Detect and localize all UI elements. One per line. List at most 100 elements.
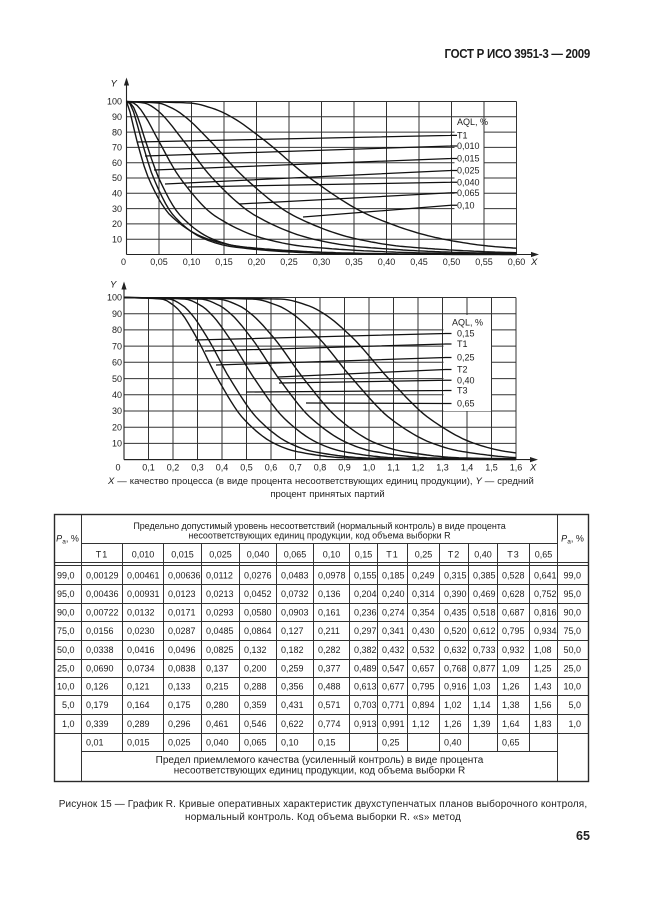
svg-text:0,677: 0,677	[382, 682, 405, 692]
svg-text:0,632: 0,632	[444, 645, 467, 655]
svg-text:0,010: 0,010	[457, 141, 480, 151]
svg-text:0,185: 0,185	[382, 571, 405, 581]
svg-text:90: 90	[112, 309, 122, 319]
svg-text:0,377: 0,377	[318, 664, 341, 674]
svg-text:0,657: 0,657	[412, 664, 435, 674]
svg-text:20: 20	[112, 219, 122, 229]
svg-text:0,200: 0,200	[244, 664, 267, 674]
svg-text:0,204: 0,204	[354, 589, 377, 599]
svg-text:0,0171: 0,0171	[168, 608, 196, 618]
svg-text:0,612: 0,612	[473, 626, 496, 636]
svg-text:0,15: 0,15	[457, 329, 475, 339]
svg-text:60: 60	[112, 358, 122, 368]
svg-text:0,00722: 0,00722	[86, 608, 119, 618]
svg-text:0,065: 0,065	[244, 738, 267, 748]
svg-text:0,390: 0,390	[444, 589, 467, 599]
svg-text:0,774: 0,774	[318, 719, 341, 729]
svg-text:0,0276: 0,0276	[244, 571, 272, 581]
svg-text:0,0838: 0,0838	[168, 664, 196, 674]
svg-text:1,6: 1,6	[510, 463, 523, 473]
svg-text:0,65: 0,65	[457, 399, 475, 409]
svg-text:0,259: 0,259	[281, 664, 304, 674]
svg-text:1,4: 1,4	[461, 463, 474, 473]
svg-text:1,39: 1,39	[473, 719, 491, 729]
svg-text:10: 10	[112, 439, 122, 449]
svg-text:0,50: 0,50	[443, 257, 461, 267]
svg-text:Pa, %: Pa, %	[56, 534, 79, 546]
svg-text:0,296: 0,296	[168, 719, 191, 729]
svg-text:0,2: 0,2	[167, 463, 180, 473]
svg-text:1,64: 1,64	[502, 719, 520, 729]
svg-text:60: 60	[112, 158, 122, 168]
svg-text:0,40: 0,40	[457, 376, 475, 386]
svg-text:0,025: 0,025	[457, 166, 480, 176]
svg-text:1,0: 1,0	[62, 719, 75, 729]
svg-text:0,10: 0,10	[323, 550, 341, 560]
svg-text:0,752: 0,752	[534, 589, 557, 599]
svg-text:0,0213: 0,0213	[206, 589, 234, 599]
svg-text:0,6: 0,6	[265, 463, 278, 473]
svg-text:30: 30	[112, 204, 122, 214]
svg-text:100: 100	[107, 293, 122, 303]
svg-text:0,0230: 0,0230	[127, 626, 155, 636]
svg-text:0,341: 0,341	[382, 626, 405, 636]
svg-text:0,932: 0,932	[502, 645, 525, 655]
svg-text:10,0: 10,0	[57, 682, 75, 692]
svg-text:Т3: Т3	[507, 550, 520, 560]
svg-text:0,240: 0,240	[382, 589, 405, 599]
svg-text:0,795: 0,795	[502, 626, 525, 636]
svg-text:0,0483: 0,0483	[281, 571, 309, 581]
svg-text:80: 80	[112, 325, 122, 335]
svg-text:T3: T3	[457, 386, 468, 396]
svg-text:0,3: 0,3	[191, 463, 204, 473]
svg-text:0,528: 0,528	[502, 571, 525, 581]
svg-text:0,249: 0,249	[412, 571, 435, 581]
svg-text:1,25: 1,25	[534, 664, 552, 674]
svg-text:0,127: 0,127	[281, 626, 304, 636]
svg-text:0,35: 0,35	[345, 257, 363, 267]
svg-text:0,628: 0,628	[502, 589, 525, 599]
svg-text:0,488: 0,488	[318, 682, 341, 692]
svg-text:25,0: 25,0	[563, 664, 581, 674]
svg-text:0,137: 0,137	[206, 664, 229, 674]
svg-text:0,435: 0,435	[444, 608, 467, 618]
svg-text:0,289: 0,289	[127, 719, 150, 729]
svg-text:100: 100	[107, 97, 122, 107]
svg-text:0,315: 0,315	[444, 571, 467, 581]
svg-text:0,0732: 0,0732	[281, 589, 309, 599]
svg-text:0,155: 0,155	[354, 571, 377, 581]
svg-text:Предел приемлемого качества (у: Предел приемлемого качества (усиленный к…	[156, 755, 484, 766]
svg-text:Т1: Т1	[386, 550, 399, 560]
svg-text:0,613: 0,613	[354, 682, 377, 692]
svg-text:90: 90	[112, 112, 122, 122]
svg-text:0,025: 0,025	[168, 738, 191, 748]
svg-text:0,469: 0,469	[473, 589, 496, 599]
svg-text:0,532: 0,532	[412, 645, 435, 655]
svg-text:0,8: 0,8	[314, 463, 327, 473]
svg-text:1,56: 1,56	[534, 700, 552, 710]
svg-text:0,126: 0,126	[86, 682, 109, 692]
svg-text:1,03: 1,03	[473, 682, 491, 692]
svg-text:0,025: 0,025	[209, 550, 232, 560]
svg-text:Y: Y	[110, 280, 117, 291]
svg-text:10,0: 10,0	[563, 682, 581, 692]
svg-text:0,314: 0,314	[412, 589, 435, 599]
svg-text:0,795: 0,795	[412, 682, 435, 692]
svg-text:0,015: 0,015	[127, 738, 150, 748]
svg-text:1,26: 1,26	[444, 719, 462, 729]
svg-text:1,14: 1,14	[473, 700, 491, 710]
svg-text:0,0496: 0,0496	[168, 645, 196, 655]
svg-text:Т1: Т1	[96, 550, 109, 560]
svg-text:0,132: 0,132	[244, 645, 267, 655]
svg-text:0,354: 0,354	[412, 608, 435, 618]
svg-text:95,0: 95,0	[57, 589, 75, 599]
svg-text:1,26: 1,26	[502, 682, 520, 692]
svg-text:0,622: 0,622	[281, 719, 304, 729]
svg-text:0,00636: 0,00636	[168, 571, 201, 581]
svg-text:0,25: 0,25	[457, 353, 475, 363]
svg-text:0,0123: 0,0123	[168, 589, 196, 599]
svg-text:0,546: 0,546	[244, 719, 267, 729]
svg-text:0,432: 0,432	[382, 645, 405, 655]
svg-text:1,12: 1,12	[412, 719, 430, 729]
svg-text:0,0903: 0,0903	[281, 608, 309, 618]
